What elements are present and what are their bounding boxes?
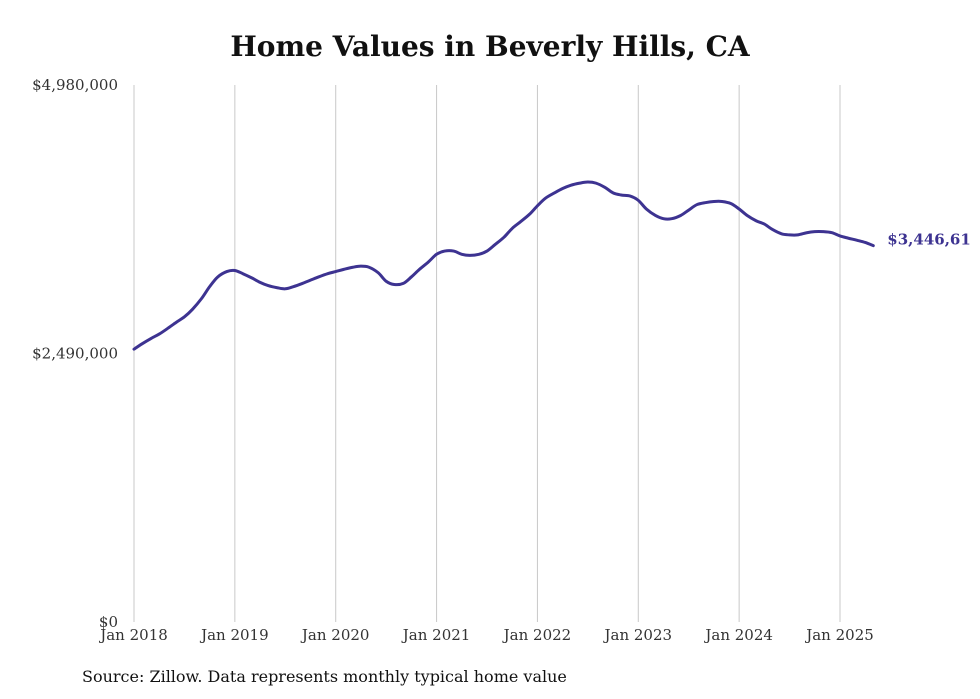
y-tick-label: $0 bbox=[99, 613, 118, 631]
x-axis-ticks: Jan 2018 Jan 2019 Jan 2020 Jan 2021 Jan 2022… bbox=[98, 626, 874, 644]
y-tick-label: $2,490,000 bbox=[32, 345, 118, 363]
series-line-0 bbox=[132, 180, 875, 351]
x-tick-label: Jan 2020 bbox=[300, 626, 370, 644]
x-tick-label: Jan 2022 bbox=[502, 626, 572, 644]
x-tick-label: Jan 2019 bbox=[199, 626, 269, 644]
x-tick-label: Jan 2021 bbox=[401, 626, 471, 644]
chart-title: Home Values in Beverly Hills, CA bbox=[230, 30, 750, 63]
x-tick-label: Jan 2018 bbox=[98, 626, 168, 644]
y-axis-ticks: $0 $2,490,000 $4,980,000 bbox=[32, 76, 118, 631]
x-tick-label: Jan 2023 bbox=[603, 626, 673, 644]
x-tick-label: Jan 2024 bbox=[703, 626, 773, 644]
series-lines bbox=[132, 180, 875, 351]
end-labels: $3,446,61 bbox=[887, 231, 971, 249]
source-note: Source: Zillow. Data represents monthly … bbox=[82, 667, 567, 686]
gridlines bbox=[133, 85, 841, 622]
x-tick-label: Jan 2025 bbox=[804, 626, 874, 644]
y-tick-label: $4,980,000 bbox=[32, 76, 118, 94]
end-value-label: $3,446,61 bbox=[887, 231, 971, 249]
